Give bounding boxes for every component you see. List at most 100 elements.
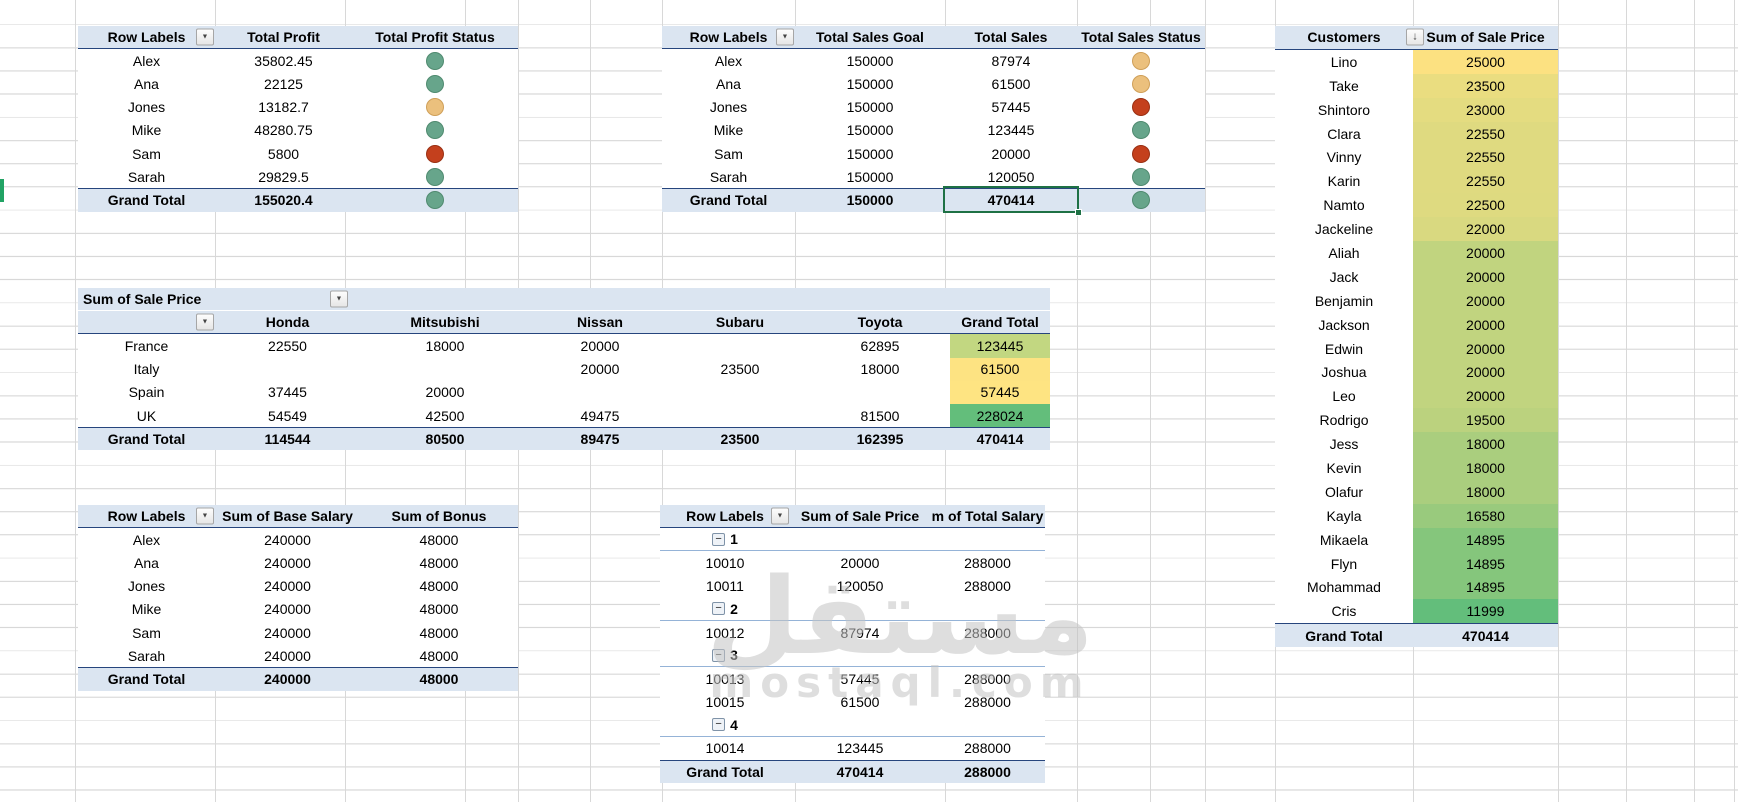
- row-total-cell[interactable]: 57445: [950, 380, 1050, 404]
- brand-value-cell[interactable]: [530, 381, 670, 404]
- total-sales-cell[interactable]: 120050: [987, 168, 1035, 185]
- row-label-cell[interactable]: Ana: [134, 75, 159, 92]
- customer-name-cell[interactable]: Take: [1329, 77, 1359, 94]
- profit-header-total-profit-status[interactable]: Total Profit Status: [352, 26, 518, 50]
- grand-total-value-cell[interactable]: 155020.4: [215, 188, 352, 212]
- total-sales-cell[interactable]: 57445: [991, 99, 1031, 116]
- customer-name-cell[interactable]: Edwin: [1324, 340, 1364, 357]
- total-sales-status-cell[interactable]: [1077, 142, 1205, 165]
- brand-value-cell[interactable]: 22550: [268, 337, 307, 354]
- brand-value-cell[interactable]: 23500: [720, 361, 760, 378]
- empty-cell[interactable]: [790, 598, 930, 621]
- customers-header[interactable]: Customers ↓: [1275, 26, 1424, 50]
- total-profit-cell[interactable]: 35802.45: [254, 52, 313, 69]
- sale-price-cell[interactable]: 22550: [1413, 145, 1558, 170]
- customer-name-cell[interactable]: Benjamin: [1314, 292, 1374, 309]
- group-header-cell[interactable]: −2: [660, 598, 790, 621]
- row-label-cell[interactable]: Sam: [132, 145, 161, 162]
- row-label-cell[interactable]: Mike: [713, 122, 744, 139]
- customers-sort-filter-button[interactable]: ↓: [1406, 28, 1424, 46]
- by-country-header-mitsubishi[interactable]: Mitsubishi: [360, 311, 530, 335]
- sales-header-total-sales-goal[interactable]: Total Sales Goal: [795, 26, 945, 50]
- row-label-cell[interactable]: Jones: [127, 578, 166, 595]
- grand-total-value-cell[interactable]: 470414: [1413, 623, 1558, 648]
- total-sales-status-cell[interactable]: [1077, 72, 1205, 95]
- grand-total-sale-cell[interactable]: 470414: [790, 760, 930, 784]
- grand-total-label-cell[interactable]: Grand Total: [78, 427, 215, 451]
- grand-total-total-cell[interactable]: 470414: [950, 427, 1050, 451]
- customer-name-cell[interactable]: Jackeline: [1314, 221, 1374, 238]
- bonus-cell[interactable]: 48000: [419, 647, 459, 664]
- customer-name-cell[interactable]: Aliah: [1328, 244, 1360, 261]
- sales-goal-cell[interactable]: 150000: [846, 122, 894, 139]
- base-salary-cell[interactable]: 240000: [264, 601, 311, 618]
- sale-price-cell[interactable]: 61500: [840, 694, 880, 711]
- grand-total-bonus-cell[interactable]: 48000: [360, 667, 518, 691]
- sales-goal-cell[interactable]: 150000: [846, 75, 894, 92]
- empty-cell[interactable]: [790, 714, 930, 737]
- total-sales-status-cell[interactable]: [1077, 165, 1205, 188]
- total-salary-cell[interactable]: 288000: [964, 554, 1011, 571]
- sales-goal-cell[interactable]: 150000: [846, 145, 894, 162]
- total-sales-status-cell[interactable]: [1077, 96, 1205, 119]
- row-label-cell[interactable]: Jones: [709, 99, 748, 116]
- row-label-cell[interactable]: Mike: [131, 601, 162, 618]
- profit-header-row-labels[interactable]: Row Labels ▼: [78, 26, 215, 50]
- sale-price-cell[interactable]: 22000: [1413, 217, 1558, 242]
- sale-price-cell[interactable]: 19500: [1413, 408, 1558, 433]
- by-country-header-grand-total[interactable]: Grand Total: [950, 311, 1050, 335]
- item-label-cell[interactable]: 10011: [706, 578, 744, 595]
- brand-value-cell[interactable]: [360, 358, 530, 381]
- brand-value-cell[interactable]: 20000: [580, 337, 620, 354]
- customer-name-cell[interactable]: Kevin: [1326, 459, 1362, 476]
- row-label-cell[interactable]: Ana: [716, 75, 741, 92]
- item-label-cell[interactable]: 10010: [705, 554, 745, 571]
- brand-value-cell[interactable]: 18000: [425, 337, 465, 354]
- salary-header-row-labels[interactable]: Row Labels ▼: [78, 505, 215, 529]
- total-profit-status-cell[interactable]: [352, 119, 518, 142]
- total-profit-cell[interactable]: 22125: [264, 75, 303, 92]
- grand-total-sales-cell[interactable]: 470414: [945, 188, 1077, 212]
- row-label-cell[interactable]: Sarah: [709, 168, 748, 185]
- total-salary-cell[interactable]: 288000: [964, 694, 1011, 711]
- group-header-cell[interactable]: −1: [660, 528, 790, 552]
- row-label-cell[interactable]: Alex: [714, 52, 743, 69]
- total-profit-cell[interactable]: 5800: [267, 145, 300, 162]
- total-profit-status-cell[interactable]: [352, 142, 518, 165]
- sales-row-labels-filter-button[interactable]: ▼: [776, 28, 794, 46]
- sale-price-cell[interactable]: 18000: [1413, 479, 1558, 504]
- grand-total-label-cell[interactable]: Grand Total: [78, 188, 215, 212]
- row-label-cell[interactable]: Ana: [134, 554, 159, 571]
- row-total-cell[interactable]: 61500: [950, 357, 1050, 381]
- brand-value-cell[interactable]: [810, 381, 950, 404]
- base-salary-cell[interactable]: 240000: [264, 647, 311, 664]
- row-label-cell[interactable]: Alex: [132, 531, 161, 548]
- brand-value-cell[interactable]: 81500: [860, 407, 900, 424]
- customer-name-cell[interactable]: Jackson: [1318, 316, 1370, 333]
- grand-total-base-cell[interactable]: 240000: [215, 667, 360, 691]
- sale-price-cell[interactable]: 23000: [1413, 97, 1558, 122]
- empty-cell[interactable]: [790, 644, 930, 668]
- sales-header-row-labels[interactable]: Row Labels ▼: [662, 26, 795, 50]
- customer-name-cell[interactable]: Karin: [1327, 173, 1361, 190]
- customer-name-cell[interactable]: Flyn: [1330, 555, 1358, 572]
- total-profit-status-cell[interactable]: [352, 49, 518, 72]
- base-salary-cell[interactable]: 240000: [264, 531, 311, 548]
- empty-cell[interactable]: [930, 598, 1045, 621]
- brand-value-cell[interactable]: 62895: [860, 337, 900, 354]
- sale-price-cell[interactable]: 18000: [1413, 432, 1558, 457]
- row-label-cell[interactable]: Alex: [132, 52, 161, 69]
- brand-value-cell[interactable]: [670, 404, 810, 427]
- base-salary-cell[interactable]: 240000: [264, 578, 311, 595]
- customer-name-cell[interactable]: Rodrigo: [1319, 412, 1369, 429]
- sale-price-cell[interactable]: 20000: [1413, 384, 1558, 409]
- by-country-column-filter-button[interactable]: ▼: [330, 290, 348, 308]
- bonus-cell[interactable]: 48000: [419, 624, 459, 641]
- customer-name-cell[interactable]: Leo: [1332, 388, 1356, 405]
- by-country-header-nissan[interactable]: Nissan: [530, 311, 670, 335]
- total-sales-cell[interactable]: 87974: [991, 52, 1031, 69]
- sales-header-total-sales-status[interactable]: Total Sales Status: [1077, 26, 1205, 50]
- brand-value-cell[interactable]: 49475: [580, 407, 620, 424]
- sale-price-cell[interactable]: 20000: [1413, 288, 1558, 313]
- total-profit-cell[interactable]: 48280.75: [254, 122, 313, 139]
